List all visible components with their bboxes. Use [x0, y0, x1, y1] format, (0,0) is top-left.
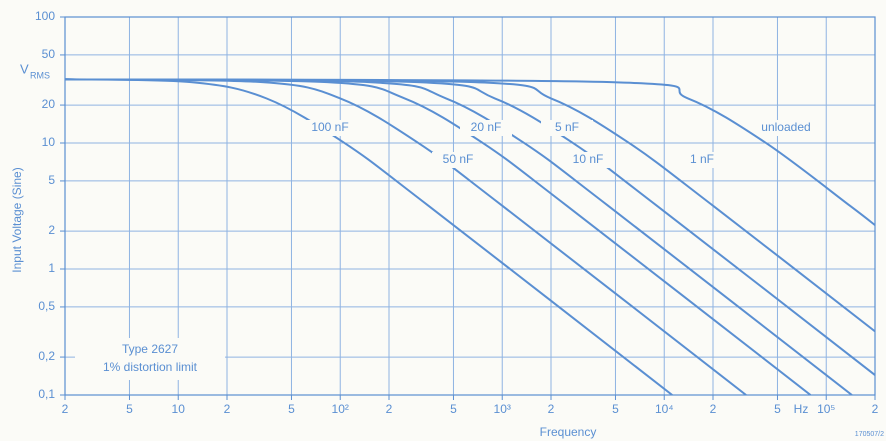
x-tick-label: 2 [224, 402, 231, 416]
y-unit-sub: RMS [30, 70, 50, 80]
curve-label-bg [562, 152, 614, 168]
curve-label-bg [460, 120, 512, 136]
curve-label-bg [676, 152, 728, 168]
x-unit: Hz [794, 402, 809, 416]
x-tick-label: 2 [548, 402, 555, 416]
y-tick-label: 1 [48, 261, 55, 275]
y-tick-label: 0,2 [38, 349, 55, 363]
y-tick-label: 0,5 [38, 299, 55, 313]
y-axis-title: Input Voltage (Sine) [10, 167, 24, 272]
curve-label-bg [760, 120, 812, 136]
x-tick-label: 10⁴ [655, 402, 674, 416]
y-tick-label: 0,1 [38, 387, 55, 401]
y-unit: V [20, 61, 29, 76]
curve [65, 78, 673, 395]
curves [65, 78, 875, 395]
x-tick-label: 10 [172, 402, 186, 416]
x-tick-label: 2 [710, 402, 717, 416]
x-tick-label: 5 [612, 402, 619, 416]
x-axis-title: Frequency [540, 425, 597, 439]
curve-label: unloaded [761, 120, 810, 134]
figure-id: 170507/2 [855, 431, 884, 438]
y-tick-label: 2 [48, 223, 55, 237]
curve-label: 1 nF [690, 152, 714, 166]
curve-label: 5 nF [555, 120, 579, 134]
note: Type 2627 [122, 342, 178, 356]
curve-label: 10 nF [573, 152, 604, 166]
x-tick-label: 2 [872, 402, 879, 416]
x-tick-label: 5 [288, 402, 295, 416]
y-tick-label: 10 [42, 135, 56, 149]
x-tick-label: 5 [774, 402, 781, 416]
x-tick-label: 5 [450, 402, 457, 416]
x-tick-label: 10² [332, 402, 349, 416]
x-tick-label: 5 [126, 402, 133, 416]
y-tick-label: 5 [48, 173, 55, 187]
note: 1% distortion limit [103, 360, 198, 374]
curve-label-bg [432, 152, 484, 168]
curve-label: 20 nF [471, 120, 502, 134]
y-tick-label: 20 [42, 97, 56, 111]
curve-label-bg [304, 120, 356, 136]
curve-label: 50 nF [443, 152, 474, 166]
x-tick-label: 10³ [494, 402, 511, 416]
x-tick-label: 10⁵ [817, 402, 835, 416]
note-box [75, 338, 225, 380]
x-tick-label: 2 [62, 402, 69, 416]
curve-label-bg [541, 120, 593, 136]
curve-label: 100 nF [311, 120, 348, 134]
plot-frame [64, 16, 876, 396]
y-tick-label: 100 [35, 9, 55, 23]
y-tick-label: 50 [42, 47, 56, 61]
x-tick-label: 2 [386, 402, 393, 416]
curve [65, 78, 875, 226]
